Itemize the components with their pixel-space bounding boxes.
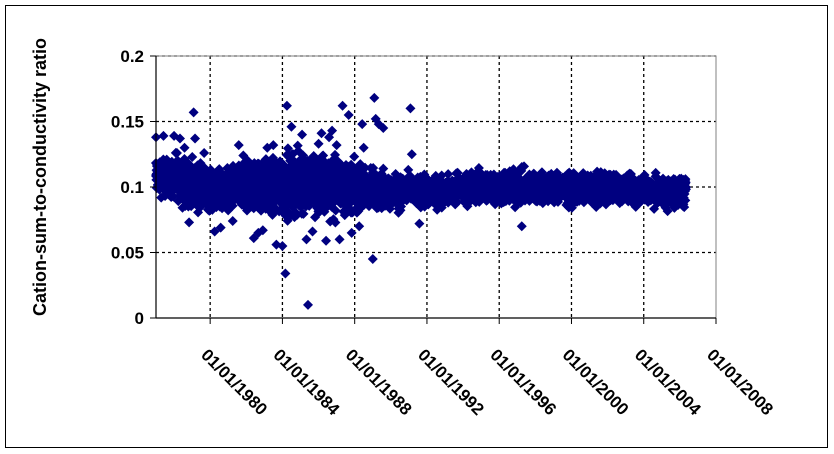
x-tick-label: 01/01/1988 xyxy=(342,345,416,419)
data-point xyxy=(384,203,395,214)
data-point xyxy=(190,133,201,144)
y-tick-labels: 0 0.05 0.1 0.15 0.2 xyxy=(111,47,144,328)
y-tick-label: 0.1 xyxy=(120,178,144,197)
y-tick-label: 0.05 xyxy=(111,244,144,263)
data-point xyxy=(369,92,380,103)
x-tick-label: 01/01/1996 xyxy=(486,345,560,419)
data-point xyxy=(330,205,341,216)
x-tick-label: 01/01/1992 xyxy=(414,345,488,419)
data-point xyxy=(354,221,365,232)
data-point xyxy=(188,107,199,118)
data-point xyxy=(199,147,210,158)
data-point xyxy=(286,121,297,132)
x-tick-labels: 01/01/198001/01/198401/01/198801/01/1992… xyxy=(197,345,776,419)
data-point xyxy=(367,254,378,265)
x-tick-label: 01/01/1984 xyxy=(270,345,344,419)
y-axis-label: Cation-sum-to-conductivity ratio xyxy=(30,38,50,316)
data-point xyxy=(349,151,360,162)
data-point xyxy=(297,129,308,140)
data-point xyxy=(179,142,190,153)
data-point xyxy=(321,235,332,246)
data-point xyxy=(282,143,293,154)
data-point xyxy=(302,299,313,310)
data-point xyxy=(158,130,169,141)
data-point xyxy=(227,216,238,227)
data-point xyxy=(405,103,416,114)
data-point xyxy=(187,151,198,162)
data-point xyxy=(337,100,348,111)
data-point xyxy=(414,218,425,229)
data-point xyxy=(406,149,417,160)
x-tick-label: 01/01/2004 xyxy=(631,345,705,419)
data-point xyxy=(516,221,527,232)
data-point xyxy=(233,140,244,151)
data-point xyxy=(281,100,292,111)
scatter-chart: 00.050.10.150.2 01/01/198001/01/198401/0… xyxy=(30,38,777,419)
data-point xyxy=(184,217,195,228)
data-point xyxy=(334,234,345,245)
data-point xyxy=(358,142,369,153)
data-points xyxy=(150,92,691,310)
data-point xyxy=(227,200,238,211)
data-point xyxy=(443,169,454,180)
y-tick-label: 0.2 xyxy=(120,47,144,66)
data-point xyxy=(331,140,342,151)
data-point xyxy=(298,208,309,219)
data-point xyxy=(280,268,291,279)
y-tick-label: 0 xyxy=(135,309,144,328)
data-point xyxy=(171,147,182,158)
x-tick-label: 01/01/1980 xyxy=(197,345,271,419)
data-point xyxy=(301,234,312,245)
data-point xyxy=(357,119,368,130)
y-tick-label: 0.15 xyxy=(111,113,144,132)
data-point xyxy=(343,109,354,120)
x-tick-label: 01/01/2008 xyxy=(703,345,777,419)
chart-frame: 0 0.05 0.1 0.15 0.2 01/01/1980 01/01/1984 01/0… xyxy=(5,5,828,448)
data-point xyxy=(313,138,324,149)
data-point xyxy=(378,163,389,174)
data-point xyxy=(360,162,371,173)
data-point xyxy=(330,217,341,228)
x-tick-label: 01/01/2000 xyxy=(559,345,633,419)
data-point xyxy=(307,226,318,237)
